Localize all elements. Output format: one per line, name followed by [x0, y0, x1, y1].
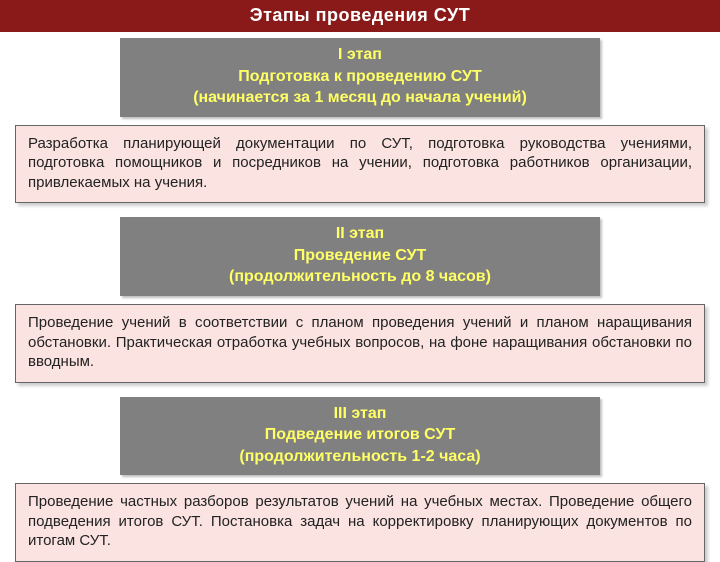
stage-1-line3: (начинается за 1 месяц до начала учений) [130, 87, 590, 109]
stage-1-line1: I этап [130, 44, 590, 66]
stage-3-line1: III этап [130, 403, 590, 425]
stage-1-description: Разработка планирующей документации по С… [15, 125, 705, 204]
stage-2-line2: Проведение СУТ [130, 245, 590, 267]
page-title: Этапы проведения СУТ [0, 0, 720, 32]
stage-2-line3: (продолжительность до 8 часов) [130, 266, 590, 288]
stage-1-header: I этап Подготовка к проведению СУТ (начи… [120, 38, 600, 117]
stage-2-header: II этап Проведение СУТ (продолжительност… [120, 217, 600, 296]
stage-3-description: Проведение частных разборов результатов … [15, 483, 705, 562]
stage-1-line2: Подготовка к проведению СУТ [130, 66, 590, 88]
stage-3-header: III этап Подведение итогов СУТ (продолжи… [120, 397, 600, 476]
stage-2-line1: II этап [130, 223, 590, 245]
stage-3-line2: Подведение итогов СУТ [130, 424, 590, 446]
stage-2-description: Проведение учений в соответствии с плано… [15, 304, 705, 383]
stage-3-line3: (продолжительность 1-2 часа) [130, 446, 590, 468]
